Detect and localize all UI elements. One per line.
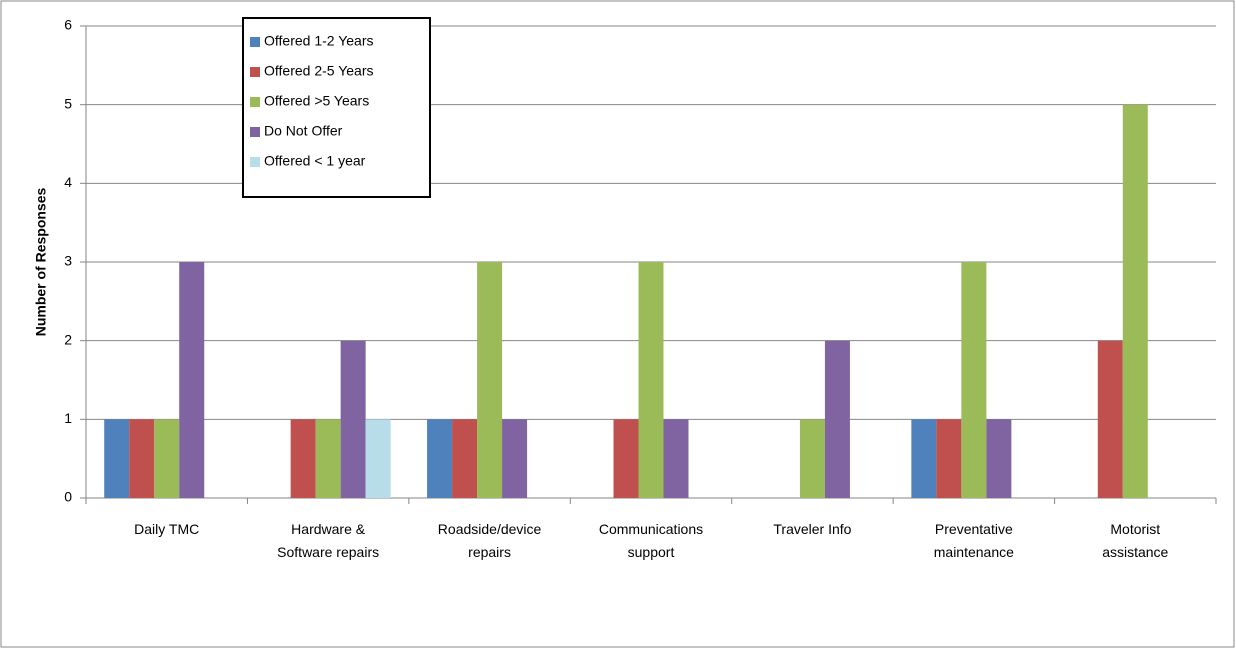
x-tick-label: Daily TMC bbox=[134, 521, 200, 537]
y-tick-label: 2 bbox=[64, 331, 72, 347]
bar bbox=[452, 419, 478, 498]
bar bbox=[911, 419, 937, 498]
bar bbox=[340, 340, 366, 498]
x-tick-label: Traveler Info bbox=[773, 521, 852, 537]
y-tick-label: 1 bbox=[64, 410, 72, 426]
legend-swatch bbox=[250, 97, 260, 107]
legend-swatch bbox=[250, 127, 260, 137]
bar bbox=[129, 419, 155, 498]
x-tick-label-box: Hardware & Software repairs bbox=[277, 521, 380, 560]
x-tick-label-box: Communications support bbox=[598, 521, 704, 560]
x-tick-label: Communications support bbox=[598, 521, 704, 560]
y-tick-label: 6 bbox=[64, 17, 72, 33]
y-tick-label: 0 bbox=[64, 489, 72, 505]
x-tick-label: Hardware & Software repairs bbox=[277, 521, 380, 560]
legend-swatch bbox=[250, 157, 260, 167]
x-tick-label-box: Traveler Info bbox=[773, 521, 852, 537]
x-tick-label-box: Roadside/device repairs bbox=[437, 521, 542, 560]
bar bbox=[477, 262, 503, 498]
legend-label: Offered < 1 year bbox=[264, 153, 366, 169]
x-tick-label: Roadside/device repairs bbox=[437, 521, 542, 560]
legend-label: Offered >5 Years bbox=[264, 93, 369, 109]
legend-swatch bbox=[250, 37, 260, 47]
legend-box bbox=[242, 17, 431, 198]
bar bbox=[936, 419, 962, 498]
bar bbox=[638, 262, 664, 498]
bar bbox=[663, 419, 689, 498]
bar bbox=[154, 419, 180, 498]
bar bbox=[613, 419, 639, 498]
bar bbox=[502, 419, 528, 498]
bar bbox=[290, 419, 316, 498]
bar bbox=[961, 262, 987, 498]
bar bbox=[365, 419, 391, 498]
y-tick-label: 5 bbox=[64, 95, 72, 111]
legend-label: Offered 2-5 Years bbox=[264, 63, 373, 79]
y-tick-label: 3 bbox=[64, 253, 72, 269]
bar bbox=[427, 419, 453, 498]
bar bbox=[104, 419, 130, 498]
bar bbox=[986, 419, 1012, 498]
legend-label: Offered 1-2 Years bbox=[264, 33, 373, 49]
bar bbox=[179, 262, 205, 498]
bar bbox=[315, 419, 341, 498]
x-tick-label-box: Motorist assistance bbox=[1102, 521, 1169, 560]
x-tick-label-box: Daily TMC bbox=[134, 521, 200, 537]
legend-swatch bbox=[250, 67, 260, 77]
bar bbox=[799, 419, 825, 498]
legend-label: Do Not Offer bbox=[264, 123, 343, 139]
bar bbox=[1122, 104, 1148, 499]
y-tick-label: 4 bbox=[64, 174, 72, 190]
bar bbox=[824, 340, 850, 498]
y-axis-label: Number of Responses bbox=[33, 187, 49, 336]
x-tick-label: Preventative maintenance bbox=[933, 521, 1014, 560]
x-tick-label-box: Preventative maintenance bbox=[933, 521, 1014, 560]
x-tick-label: Motorist assistance bbox=[1102, 521, 1169, 560]
bar bbox=[1097, 340, 1123, 498]
